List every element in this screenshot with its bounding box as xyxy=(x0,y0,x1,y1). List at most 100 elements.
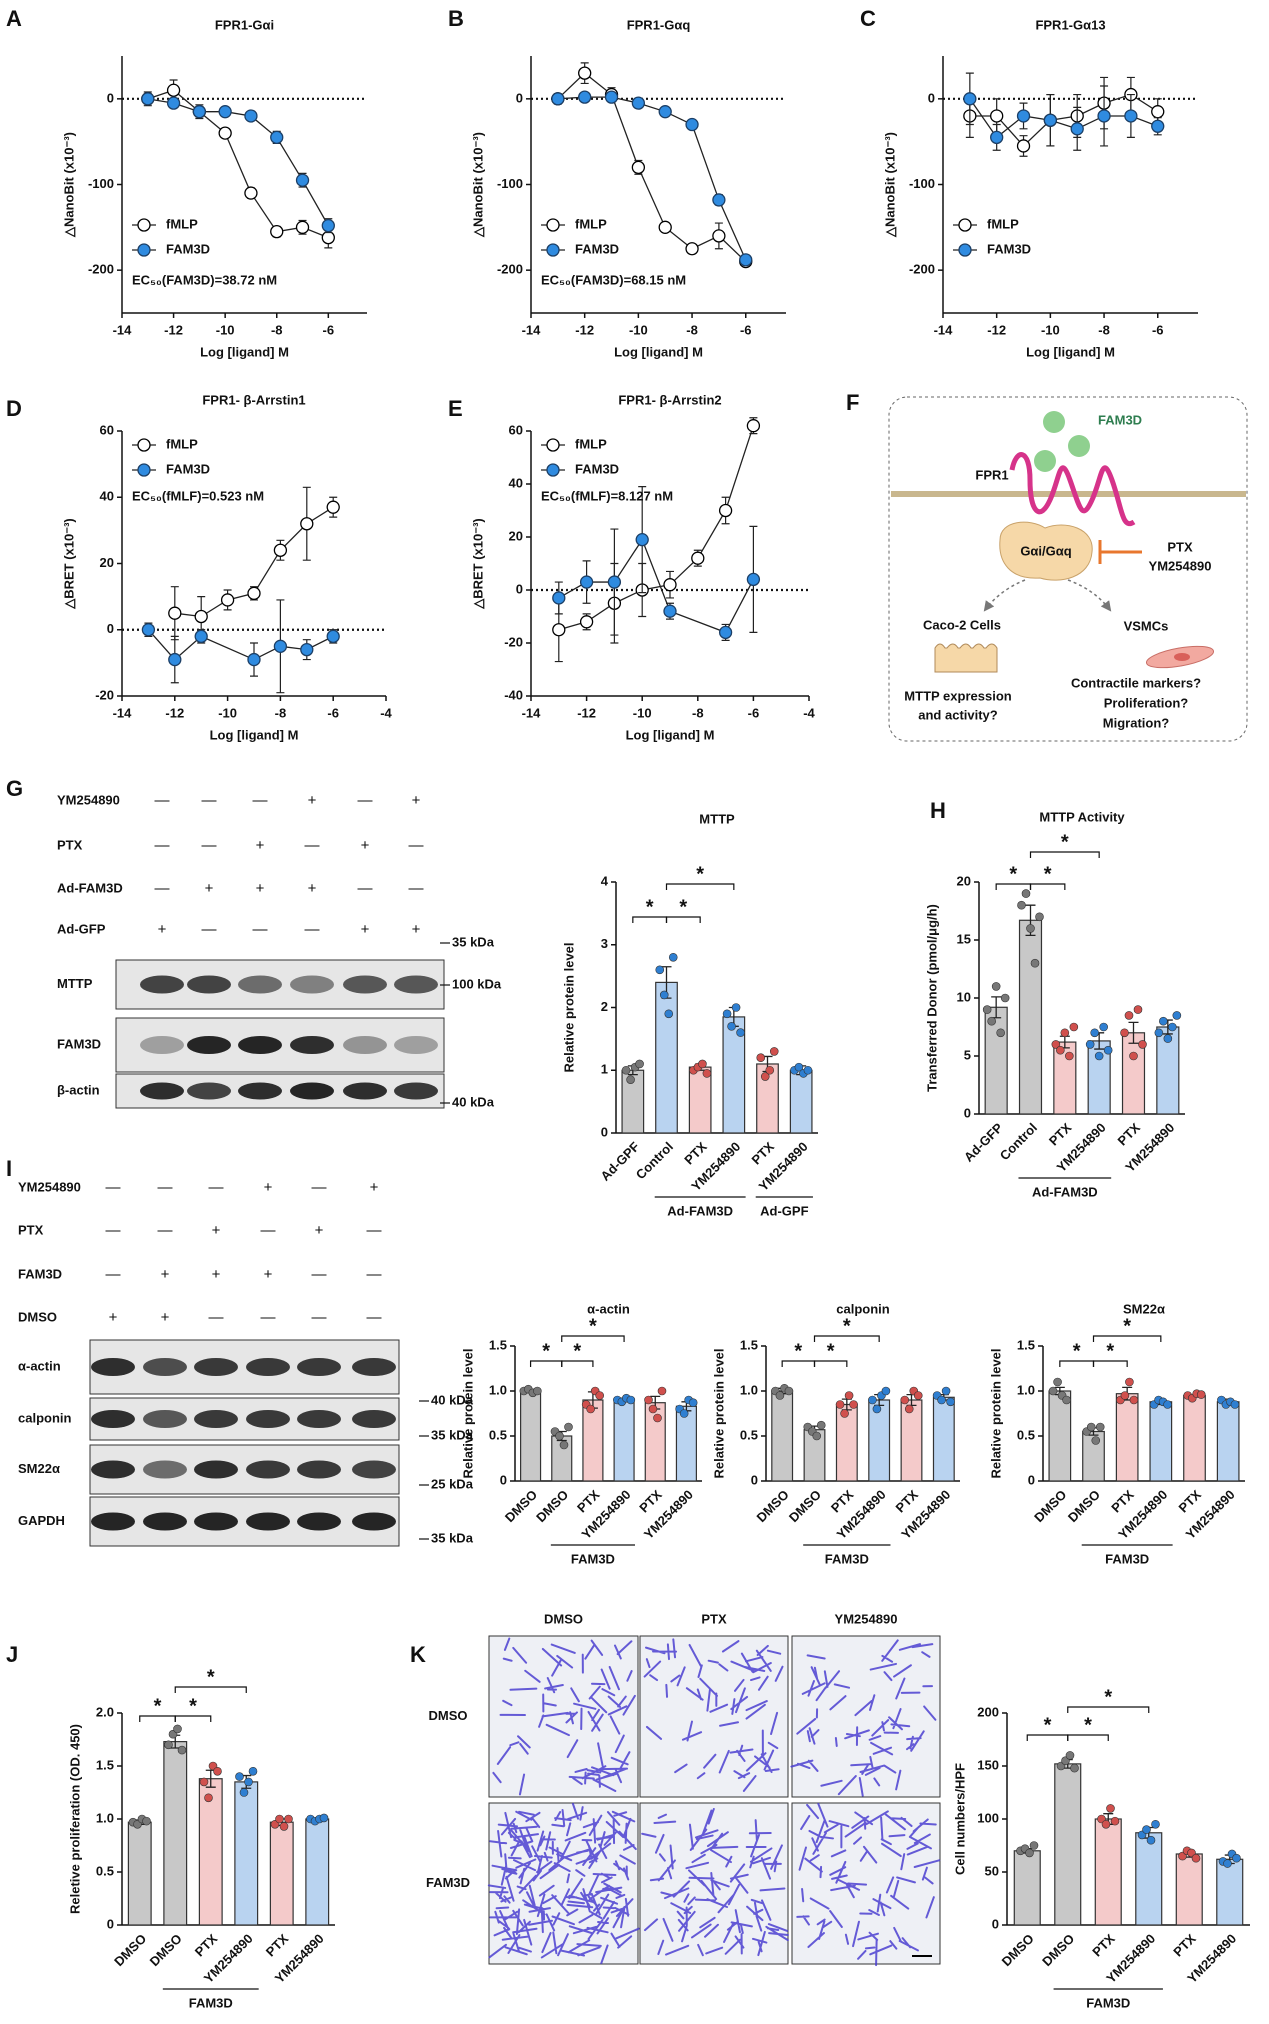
blot-band xyxy=(91,1410,135,1428)
x-tick-label: DMSO xyxy=(111,1931,149,1969)
x-tick-label: DMSO xyxy=(502,1487,540,1525)
significance-label: * xyxy=(589,1315,597,1337)
x-tick-label: Ad-GFP xyxy=(961,1120,1006,1165)
data-point xyxy=(691,551,705,565)
data-point xyxy=(1138,1040,1147,1049)
data-point xyxy=(564,1422,573,1432)
x-tick-label: PTX xyxy=(681,1139,710,1168)
treatment-sign: — xyxy=(158,1179,173,1196)
row-label: DMSO xyxy=(429,1708,468,1723)
data-point xyxy=(996,1028,1005,1038)
group-label: Ad-FAM3D xyxy=(1032,1184,1098,1199)
x-tick-label: -10 xyxy=(1041,322,1060,337)
error-bar xyxy=(1128,1021,1139,1044)
y-tick-label: 3 xyxy=(601,936,608,951)
legend-marker xyxy=(958,218,972,232)
data-point xyxy=(731,1003,741,1012)
y-tick-label: 1.0 xyxy=(96,1810,114,1825)
data-point xyxy=(881,1386,891,1396)
y-tick-label: 1.5 xyxy=(96,1757,114,1772)
blot-band xyxy=(394,1082,438,1100)
data-point xyxy=(736,1028,745,1037)
data-point xyxy=(904,1404,914,1414)
data-point xyxy=(194,609,208,624)
data-point xyxy=(698,1059,707,1069)
blot-band xyxy=(187,1082,231,1100)
band-label: FAM3D xyxy=(57,1036,101,1051)
treatment-sign: — xyxy=(158,1222,173,1239)
data-point xyxy=(607,575,622,589)
data-point xyxy=(835,1400,845,1409)
data-point xyxy=(653,1413,662,1423)
x-tick-label: -8 xyxy=(275,705,287,720)
y-tick-label: -40 xyxy=(504,687,523,702)
data-point xyxy=(1095,1422,1105,1432)
significance-label: * xyxy=(1061,831,1069,853)
y-tick-label: 5 xyxy=(964,1047,971,1062)
blot-band xyxy=(394,1036,438,1054)
marker-label: 40 kDa xyxy=(431,1392,474,1407)
significance-bracket xyxy=(1092,1360,1128,1367)
x-tick-label: Control xyxy=(633,1139,676,1182)
data-point xyxy=(218,126,232,140)
y-tick-label: 1.0 xyxy=(489,1382,507,1397)
x-tick-label: -6 xyxy=(327,705,339,720)
x-tick-label: -6 xyxy=(323,322,335,337)
data-point xyxy=(982,1005,992,1014)
column-label: YM254890 xyxy=(835,1611,898,1626)
y-tick-label: 1.5 xyxy=(740,1337,758,1352)
significance-label: * xyxy=(542,1340,550,1362)
stained-cells xyxy=(643,1638,784,1792)
data-point xyxy=(816,1420,826,1430)
legend-label: fMLP xyxy=(166,216,198,231)
ligand-icon xyxy=(1034,450,1056,472)
y-tick-label: 1 xyxy=(601,1062,608,1077)
data-point xyxy=(1151,105,1165,119)
bar xyxy=(675,1405,697,1482)
blot-band xyxy=(246,1460,290,1479)
legend-marker xyxy=(137,463,151,477)
stained-cells xyxy=(790,1639,937,1797)
stained-cells xyxy=(796,1802,941,1967)
marker-label: 35 kDa xyxy=(431,1530,474,1545)
blot-image xyxy=(89,1444,400,1495)
data-point xyxy=(1094,1051,1104,1061)
x-tick-label: -14 xyxy=(113,705,133,720)
y-tick-label: 40 xyxy=(509,475,523,490)
group-label: FAM3D xyxy=(1086,1995,1130,2010)
y-tick-label: -100 xyxy=(909,176,935,191)
data-point xyxy=(326,629,340,644)
x-tick-label: PTX xyxy=(192,1931,221,1960)
column-label: DMSO xyxy=(544,1611,583,1626)
x-tick-label: DMSO xyxy=(1065,1487,1103,1525)
significance-label: * xyxy=(843,1315,851,1337)
blot-band xyxy=(91,1460,135,1479)
x-tick-label: -10 xyxy=(633,705,652,720)
treatment-sign: — xyxy=(106,1266,121,1283)
stained-cells xyxy=(641,1807,789,1957)
data-point xyxy=(218,105,232,119)
x-tick-label: -12 xyxy=(577,705,596,720)
group-label: Ad-GPF xyxy=(760,1203,808,1218)
data-point xyxy=(321,218,335,233)
significance-label: * xyxy=(1073,1340,1081,1362)
y-tick-label: 150 xyxy=(977,1757,999,1772)
data-point xyxy=(194,629,208,644)
marker-label: 100 kDa xyxy=(452,976,502,991)
blot-image xyxy=(89,1339,400,1395)
blot-band xyxy=(297,1410,341,1428)
ligand-icon xyxy=(1043,411,1065,433)
ligand-label: FAM3D xyxy=(1098,412,1142,427)
cell-label: Caco-2 Cells xyxy=(923,617,1001,632)
data-point xyxy=(631,160,646,175)
data-point xyxy=(1191,1853,1201,1863)
data-point xyxy=(533,1386,542,1396)
significance-label: * xyxy=(1123,1315,1131,1337)
data-point xyxy=(586,1404,595,1414)
panel-letter: H xyxy=(930,798,946,823)
blot-band xyxy=(194,1410,238,1428)
treatment-sign: + xyxy=(308,792,317,809)
data-point xyxy=(579,575,594,589)
y-tick-label: 20 xyxy=(509,528,523,543)
data-point xyxy=(794,1062,804,1072)
